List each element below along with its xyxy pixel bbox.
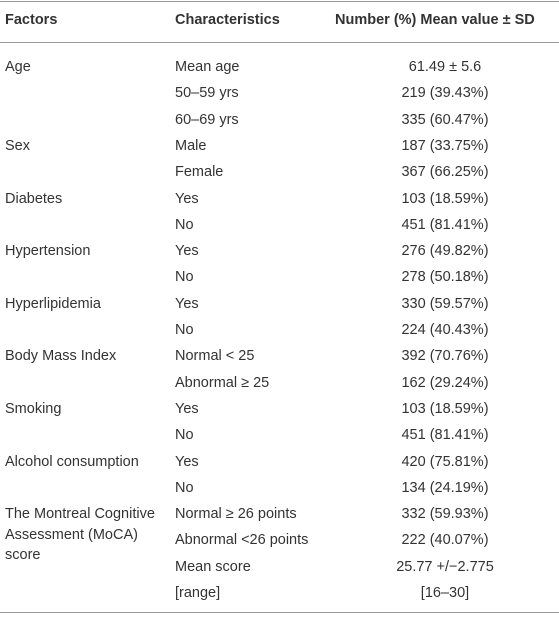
characteristic: Mean age <box>175 59 240 75</box>
characteristic: Normal ≥ 26 points <box>175 506 297 523</box>
value: 224 (40.43%) <box>401 322 489 338</box>
header-cell: Characteristics <box>175 12 280 28</box>
characteristic: Yes <box>175 295 199 312</box>
value: 451 (81.41%) <box>401 427 489 444</box>
value: 276 (49.82%) <box>401 243 489 260</box>
characteristic: 50–59 yrs <box>175 85 239 102</box>
characteristic: Yes <box>175 400 199 417</box>
value: 392 (70.76%) <box>401 348 489 365</box>
value: 134 (24.19%) <box>401 479 489 496</box>
factor: Diabetes <box>5 190 63 207</box>
factor: Smoking <box>5 400 62 417</box>
characteristic: Mean score <box>175 558 251 575</box>
characteristic: 60–69 yrs <box>175 111 239 128</box>
value: 162 (29.24%) <box>401 374 489 391</box>
factor: Hyperlipidemia <box>5 295 101 312</box>
characteristic: No <box>175 216 194 233</box>
characteristic: Abnormal <26 points <box>175 532 309 549</box>
factor: Age <box>5 59 31 75</box>
characteristic: Yes <box>175 190 199 207</box>
rule <box>0 1 559 2</box>
characteristic: Abnormal ≥ 25 <box>175 374 270 391</box>
value: 332 (59.93%) <box>401 506 489 523</box>
value: 335 (60.47%) <box>401 111 489 128</box>
factor: Body Mass Index <box>5 348 117 365</box>
characteristic: Yes <box>175 453 199 470</box>
value: 219 (39.43%) <box>401 85 489 102</box>
characteristic: Male <box>175 137 207 154</box>
characteristic: Normal < 25 <box>175 348 255 365</box>
factor: Sex <box>5 137 30 154</box>
value: 420 (75.81%) <box>401 453 489 470</box>
value: 103 (18.59%) <box>401 190 489 207</box>
characteristic: No <box>175 427 194 444</box>
value: 278 (50.18%) <box>401 269 489 286</box>
characteristic: Female <box>175 164 224 181</box>
factor: Alcohol consumption <box>5 453 139 470</box>
value: 222 (40.07%) <box>401 532 489 549</box>
header-cell: Number (%) Mean value ± SD <box>335 12 535 28</box>
value: 25.77 +/−2.775 <box>396 558 494 575</box>
value: 330 (59.57%) <box>401 295 489 312</box>
characteristic: [range] <box>175 585 221 601</box>
value: 61.49 ± 5.6 <box>408 59 482 75</box>
characteristic: Yes <box>175 243 199 260</box>
value: 367 (66.25%) <box>401 164 489 181</box>
characteristic: No <box>175 322 194 338</box>
characteristic: No <box>175 479 194 496</box>
characteristic: No <box>175 269 194 286</box>
factor: Hypertension <box>5 243 91 260</box>
value: 187 (33.75%) <box>401 137 489 154</box>
header-cell: Factors <box>5 12 58 28</box>
factor: The Montreal Cognitive Assessment (MoCA)… <box>5 506 155 564</box>
rule <box>0 612 559 613</box>
value: [16–30] <box>420 585 470 601</box>
rule <box>0 42 559 43</box>
value: 103 (18.59%) <box>401 400 489 417</box>
value: 451 (81.41%) <box>401 216 489 233</box>
